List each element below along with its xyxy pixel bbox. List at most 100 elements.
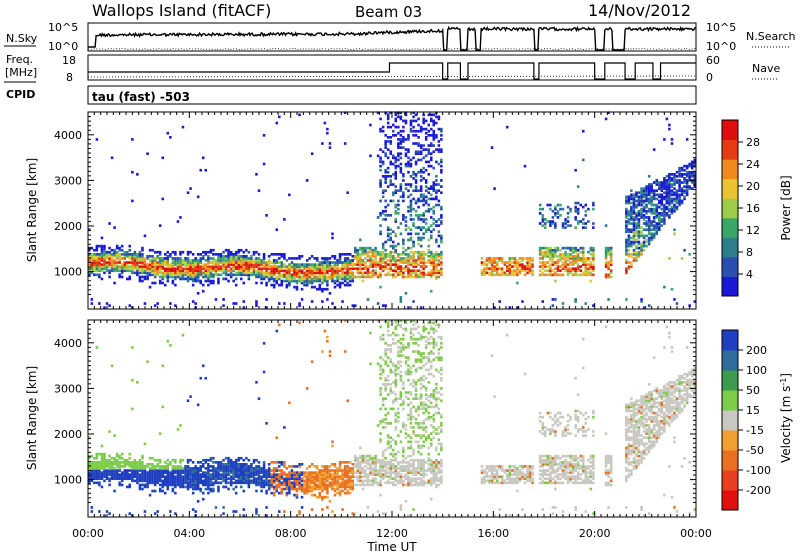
velocity-cell [252, 479, 256, 483]
power-cell [219, 255, 223, 258]
power-cell [93, 267, 96, 271]
power-cell [212, 269, 215, 273]
power-cell [435, 134, 438, 137]
power-cell [493, 267, 496, 271]
power-cell [100, 265, 104, 268]
power-cell [397, 203, 400, 207]
velocity-cell [328, 485, 332, 489]
velocity-cell [217, 471, 220, 474]
power-cell [250, 267, 253, 271]
velocity-cell [295, 471, 299, 474]
power-cell [245, 265, 248, 268]
velocity-cell [105, 463, 109, 466]
velocity-cell [229, 475, 233, 479]
velocity-cell [374, 481, 377, 485]
velocity-cell [110, 475, 114, 479]
power-cell [435, 179, 438, 182]
power-cell [630, 263, 633, 266]
power-cell [143, 263, 147, 266]
power-cell [166, 261, 170, 264]
power-cell [663, 179, 666, 182]
power-cell [331, 275, 334, 279]
nsky-strip-frame [87, 22, 697, 52]
power-cell [627, 218, 631, 221]
power-cell [414, 129, 418, 133]
power-cell [338, 261, 342, 264]
power-cell [184, 267, 187, 271]
power-cell [559, 248, 562, 252]
velocity-cell [184, 465, 187, 468]
velocity-cell [369, 467, 372, 470]
velocity-cell [316, 475, 319, 479]
power-cell [592, 304, 595, 307]
power-cell [164, 283, 167, 287]
power-cell [422, 127, 425, 131]
velocity-cell [169, 344, 172, 347]
power-cell [660, 207, 664, 211]
power-cell [516, 265, 519, 268]
power-cell [260, 277, 263, 281]
power-cell [113, 265, 116, 268]
power-cell [394, 244, 398, 248]
power-cell [384, 218, 387, 221]
power-cell [295, 269, 299, 273]
power-cell [113, 248, 116, 252]
power-cell [422, 218, 425, 221]
power-cell [625, 244, 628, 248]
power-cell [305, 259, 309, 262]
velocity-cell [153, 467, 157, 470]
velocity-cell [326, 479, 329, 483]
power-cell [158, 281, 162, 285]
power-cell [95, 244, 99, 248]
velocity-cell [267, 475, 271, 479]
power-cell [88, 228, 91, 232]
power-cell [275, 269, 279, 273]
power-cell [394, 205, 398, 209]
velocity-cell [93, 475, 96, 479]
power-cell [637, 191, 641, 195]
velocity-cell [143, 475, 147, 479]
power-cell [338, 281, 342, 285]
power-cell [240, 259, 243, 262]
velocity-cell [272, 475, 276, 479]
power-cell [108, 253, 111, 256]
power-cell [196, 195, 200, 199]
velocity-cell [186, 475, 190, 479]
power-cell [437, 259, 441, 262]
power-cell [303, 271, 306, 275]
power-cell [440, 263, 443, 266]
velocity-cell [316, 483, 319, 487]
power-cell [508, 267, 512, 271]
power-cell [389, 238, 393, 242]
power-cell [240, 277, 243, 281]
velocity-cell [341, 469, 344, 472]
velocity-cell [222, 475, 225, 479]
power-cell [128, 244, 132, 248]
power-cell [402, 140, 405, 143]
power-cell [293, 271, 296, 275]
power-cell [544, 250, 547, 254]
power-cell [559, 255, 562, 258]
power-cell [179, 259, 182, 262]
power-cell [295, 263, 299, 266]
velocity-cell [326, 506, 329, 509]
power-cell [336, 265, 339, 268]
velocity-cell [171, 477, 175, 481]
power-cell [110, 269, 114, 273]
velocity-cell [186, 465, 190, 468]
velocity-cell [283, 479, 286, 483]
power-cell [419, 170, 423, 174]
power-cell [359, 271, 362, 275]
power-cell [569, 246, 572, 250]
velocity-cell [113, 475, 116, 479]
power-cell [331, 273, 334, 277]
velocity-cell [242, 458, 246, 462]
power-cell [508, 265, 512, 268]
power-cell [280, 253, 284, 256]
power-cell [361, 279, 365, 283]
power-cell [313, 271, 317, 275]
velocity-cell [136, 473, 139, 476]
power-cell [432, 267, 436, 271]
power-cell [544, 218, 547, 221]
power-cell [161, 197, 165, 201]
